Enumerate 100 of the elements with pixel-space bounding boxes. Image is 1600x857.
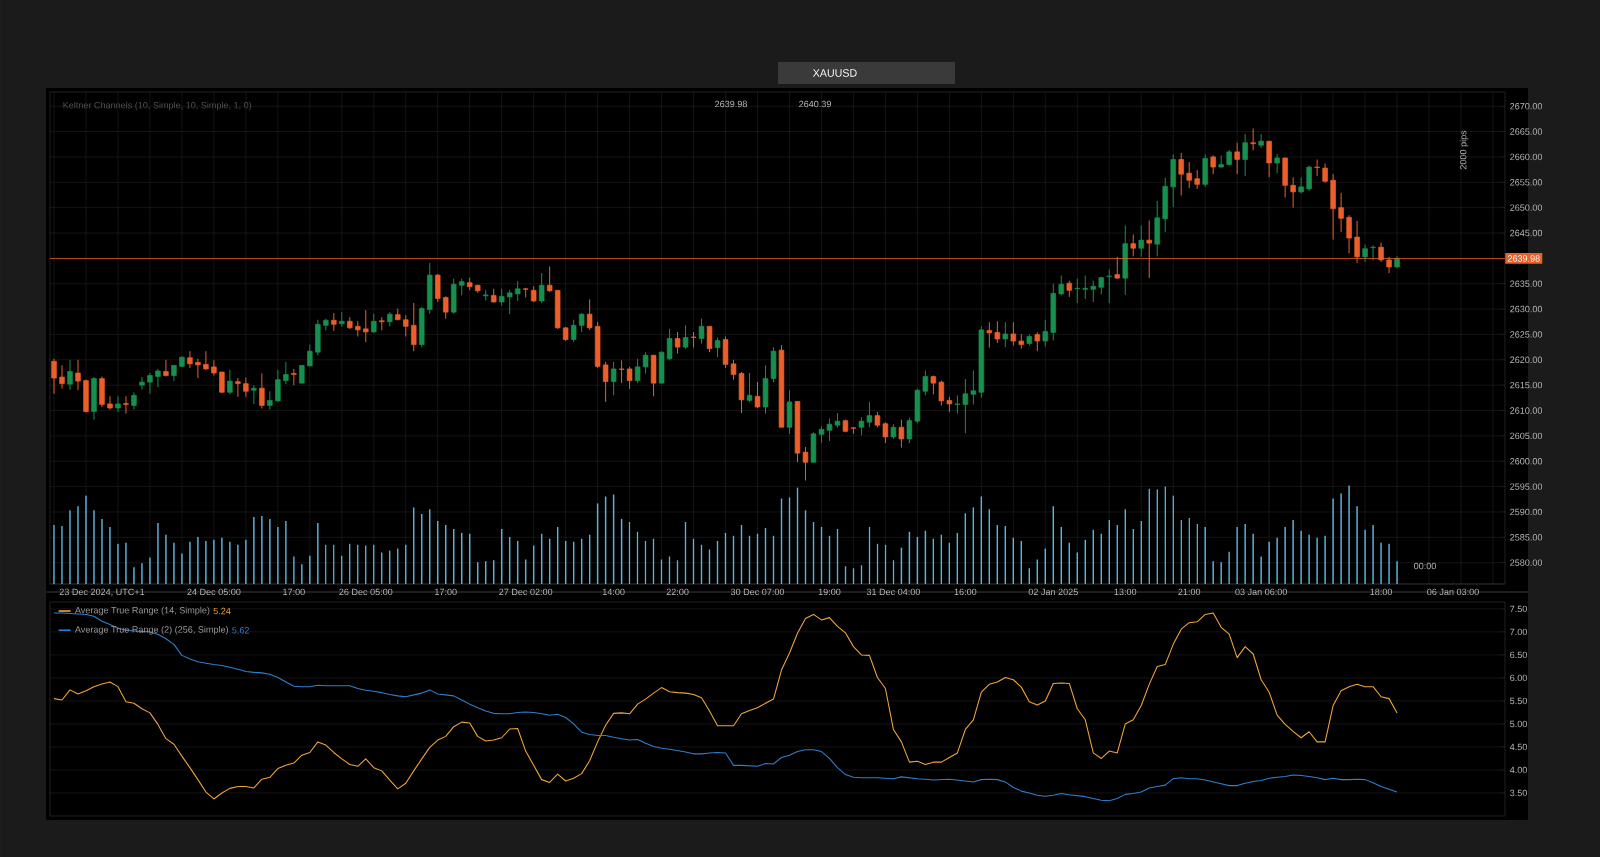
candlestick: [251, 384, 257, 405]
candlestick: [1266, 140, 1272, 178]
candlestick: [187, 350, 193, 369]
annotation: 5.24: [213, 607, 231, 615]
ref-line-label: 2639.98: [1507, 255, 1540, 262]
candlestick: [1194, 169, 1200, 190]
x-tick-label: 03 Jan 06:00: [1235, 588, 1287, 596]
candlestick: [1314, 158, 1320, 177]
candlestick: [514, 280, 521, 302]
y-tick-label: 2580.00: [1510, 559, 1543, 566]
candlestick: [898, 419, 905, 449]
candlestick: [1242, 133, 1248, 177]
candlestick: [371, 313, 377, 334]
candlestick: [275, 369, 281, 403]
candlestick: [1346, 214, 1352, 254]
candlestick: [746, 372, 753, 403]
candlestick: [1074, 278, 1081, 304]
candlestick: [1338, 192, 1344, 233]
candlestick: [195, 358, 201, 379]
candlestick: [235, 377, 241, 398]
candlestick: [1106, 269, 1112, 304]
y-tick-label: 2600.00: [1510, 458, 1543, 465]
x-tick-label: 21:00: [1178, 588, 1201, 596]
candlestick: [1178, 152, 1184, 196]
candlestick: [139, 376, 145, 391]
candlestick: [666, 328, 673, 361]
y-tick-label: 2635.00: [1510, 280, 1543, 287]
y-tick-label: 2590.00: [1510, 508, 1543, 516]
candlestick: [962, 378, 969, 434]
candlestick: [403, 314, 409, 337]
annotation: 2000 pips: [1459, 130, 1469, 170]
candlestick: [299, 364, 305, 385]
x-tick-label: 31 Dec 04:00: [866, 588, 921, 596]
candlestick: [994, 320, 1001, 344]
candlestick: [1034, 331, 1041, 352]
candlestick: [411, 302, 417, 352]
candlestick: [1082, 275, 1089, 300]
candlestick: [51, 358, 57, 395]
x-tick-label: 14:00: [602, 588, 625, 596]
y-tick-label: 3.50: [1510, 789, 1527, 797]
candlestick: [506, 289, 513, 315]
candlestick: [115, 395, 121, 413]
candlestick: [610, 361, 617, 396]
x-tick-label: 18:00: [1370, 588, 1393, 596]
candlestick: [243, 377, 249, 398]
candlestick: [986, 321, 993, 349]
candlestick: [1010, 321, 1017, 347]
y-tick-label: 5.00: [1510, 720, 1527, 728]
y-tick-label: 4.50: [1509, 743, 1527, 751]
candlestick: [706, 325, 713, 353]
candlestick: [602, 361, 609, 403]
y-tick-label: 5.50: [1510, 697, 1527, 705]
y-tick-label: 2625.00: [1510, 331, 1543, 338]
y-tick-label: 2595.00: [1510, 483, 1543, 490]
candlestick: [227, 369, 233, 395]
candlestick: [754, 381, 761, 409]
candlestick: [1306, 165, 1312, 192]
candlestick: [858, 416, 865, 436]
annotation: 5.62: [232, 627, 250, 634]
candlestick: [586, 298, 593, 331]
chart-title: XAUUSD: [812, 69, 857, 77]
candlestick: [307, 344, 313, 367]
candlestick: [267, 390, 273, 411]
y-tick-label: 7.00: [1510, 628, 1527, 636]
candlestick: [283, 361, 289, 385]
x-tick-label: 24 Dec 05:00: [187, 588, 241, 596]
candlestick: [570, 319, 577, 343]
candlestick: [922, 369, 929, 396]
candlestick: [1186, 161, 1192, 189]
candlestick: [147, 372, 153, 395]
x-tick-label: 22:00: [666, 588, 689, 596]
candlestick: [259, 373, 265, 409]
candlestick: [634, 358, 641, 384]
candlestick: [698, 318, 705, 345]
y-tick-label: 2665.00: [1510, 128, 1543, 135]
x-tick-label: 27 Dec 02:00: [499, 588, 553, 596]
candlestick: [435, 273, 441, 303]
candlestick: [1298, 176, 1304, 194]
candlestick: [626, 366, 633, 390]
candlestick: [938, 380, 945, 406]
candlestick: [674, 331, 681, 355]
y-tick-label: 2655.00: [1510, 179, 1543, 186]
y-tick-label: 7.50: [1510, 605, 1527, 613]
candlestick: [363, 309, 369, 343]
candlestick: [59, 364, 65, 390]
candlestick: [123, 395, 129, 415]
candlestick: [75, 359, 81, 391]
candlestick: [211, 359, 217, 377]
candlestick: [1090, 280, 1097, 303]
x-tick-label: 17:00: [283, 588, 305, 596]
annotation: Keltner Channels (10, Simple, 10, Simple, 1, 0): [63, 101, 252, 111]
candlestick: [203, 350, 209, 371]
y-tick-label: 2630.00: [1510, 305, 1543, 313]
annotation: 00:00: [1414, 562, 1436, 570]
y-tick-label: 2670.00: [1510, 102, 1543, 110]
x-tick-label: 23 Dec 2024, UTC+1: [59, 588, 145, 597]
y-tick-label: 4.00: [1509, 766, 1527, 774]
candlestick: [714, 336, 721, 358]
candlestick: [1370, 244, 1376, 261]
candlestick: [1322, 163, 1328, 184]
